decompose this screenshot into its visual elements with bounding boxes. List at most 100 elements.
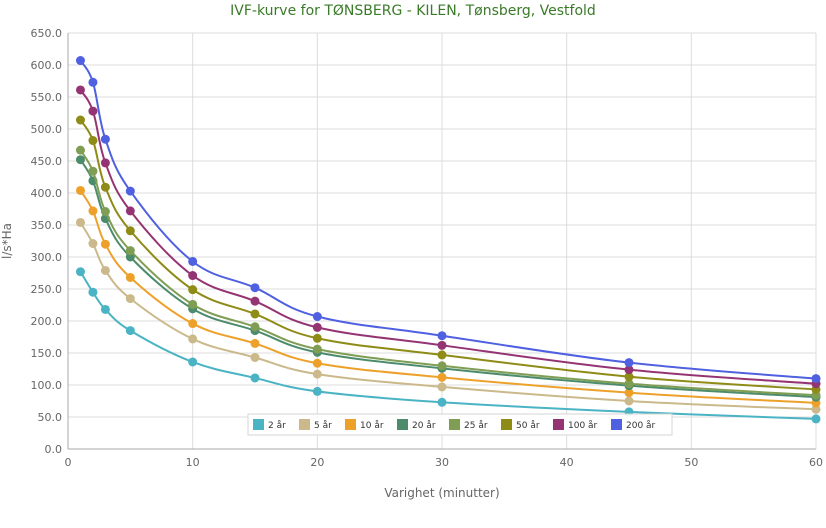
data-point[interactable] xyxy=(125,206,135,216)
data-point[interactable] xyxy=(100,239,110,249)
legend-swatch xyxy=(253,419,264,430)
data-point[interactable] xyxy=(437,340,447,350)
series-line xyxy=(79,119,817,391)
data-point[interactable] xyxy=(75,155,85,165)
legend-item[interactable]: 25 år xyxy=(449,419,488,431)
data-point[interactable] xyxy=(88,106,98,116)
data-point[interactable] xyxy=(125,252,135,262)
data-point[interactable] xyxy=(312,322,322,332)
data-point[interactable] xyxy=(75,56,85,66)
data-point[interactable] xyxy=(188,299,198,309)
data-point[interactable] xyxy=(88,166,98,176)
data-point[interactable] xyxy=(75,85,85,95)
series-7 xyxy=(75,56,821,384)
data-point[interactable] xyxy=(250,296,260,306)
legend-swatch xyxy=(501,419,512,430)
y-tick-label: 200.0 xyxy=(31,315,63,328)
data-point[interactable] xyxy=(125,226,135,236)
data-point[interactable] xyxy=(250,283,260,293)
data-point[interactable] xyxy=(811,404,821,414)
data-point[interactable] xyxy=(125,186,135,196)
data-point[interactable] xyxy=(437,361,447,371)
data-point[interactable] xyxy=(188,334,198,344)
data-point[interactable] xyxy=(312,312,322,322)
data-point[interactable] xyxy=(188,271,198,281)
data-point[interactable] xyxy=(811,374,821,384)
y-tick-label: 150.0 xyxy=(31,347,63,360)
data-point[interactable] xyxy=(188,319,198,329)
data-point[interactable] xyxy=(437,382,447,392)
legend-item[interactable]: 5 år xyxy=(299,419,332,431)
series-line xyxy=(79,221,817,411)
data-point[interactable] xyxy=(88,206,98,216)
data-point[interactable] xyxy=(437,372,447,382)
legend: 2 år 5 år 10 år 20 år 25 år 50 år 100 år 200 år xyxy=(247,413,673,436)
data-point[interactable] xyxy=(88,287,98,297)
data-point[interactable] xyxy=(437,397,447,407)
y-tick-label: 400.0 xyxy=(31,187,63,200)
data-point[interactable] xyxy=(250,322,260,332)
legend-item[interactable]: 100 år xyxy=(553,419,598,431)
data-point[interactable] xyxy=(125,326,135,336)
series-4 xyxy=(75,145,821,400)
data-point[interactable] xyxy=(437,350,447,360)
series-line xyxy=(79,89,817,385)
legend-item[interactable]: 200 år xyxy=(611,419,656,431)
data-point[interactable] xyxy=(75,115,85,125)
data-point[interactable] xyxy=(125,246,135,256)
data-point[interactable] xyxy=(188,256,198,266)
chart-title: IVF-kurve for TØNSBERG - KILEN, Tønsberg… xyxy=(230,3,596,19)
data-point[interactable] xyxy=(88,136,98,146)
y-tick-label: 350.0 xyxy=(31,219,63,232)
data-point[interactable] xyxy=(75,145,85,155)
data-point[interactable] xyxy=(624,372,634,382)
data-point[interactable] xyxy=(75,185,85,195)
y-axis-title: l/s*Ha xyxy=(0,223,14,259)
data-point[interactable] xyxy=(100,265,110,275)
data-point[interactable] xyxy=(250,309,260,319)
data-point[interactable] xyxy=(100,134,110,144)
data-point[interactable] xyxy=(624,358,634,368)
data-point[interactable] xyxy=(188,357,198,367)
x-axis-title: Varighet (minutter) xyxy=(384,486,499,500)
data-point[interactable] xyxy=(312,358,322,368)
data-point[interactable] xyxy=(312,344,322,354)
x-tick-label: 30 xyxy=(435,456,449,469)
data-point[interactable] xyxy=(100,304,110,314)
y-tick-label: 50.0 xyxy=(38,411,63,424)
y-tick-label: 550.0 xyxy=(31,91,63,104)
legend-item[interactable]: 10 år xyxy=(345,419,384,431)
data-point[interactable] xyxy=(312,386,322,396)
legend-item[interactable]: 50 år xyxy=(501,419,540,431)
data-point[interactable] xyxy=(437,331,447,341)
series-line xyxy=(79,189,817,404)
data-point[interactable] xyxy=(250,338,260,348)
legend-swatch xyxy=(449,419,460,430)
data-point[interactable] xyxy=(88,239,98,249)
data-point[interactable] xyxy=(811,414,821,424)
legend-item[interactable]: 20 år xyxy=(397,419,436,431)
x-tick-label: 10 xyxy=(186,456,200,469)
data-point[interactable] xyxy=(75,267,85,277)
data-point[interactable] xyxy=(312,369,322,379)
data-point[interactable] xyxy=(100,158,110,168)
data-point[interactable] xyxy=(100,207,110,217)
series-5 xyxy=(75,115,821,394)
data-point[interactable] xyxy=(624,365,634,375)
data-point[interactable] xyxy=(624,396,634,406)
y-tick-label: 600.0 xyxy=(31,59,63,72)
data-point[interactable] xyxy=(75,217,85,227)
data-point[interactable] xyxy=(125,272,135,282)
data-point[interactable] xyxy=(188,285,198,295)
legend-item[interactable]: 2 år xyxy=(253,419,286,431)
data-point[interactable] xyxy=(250,373,260,383)
data-point[interactable] xyxy=(250,352,260,362)
data-point[interactable] xyxy=(125,294,135,304)
data-point[interactable] xyxy=(624,379,634,389)
data-point[interactable] xyxy=(100,182,110,192)
data-point[interactable] xyxy=(88,77,98,87)
legend-swatch xyxy=(345,419,356,430)
data-point[interactable] xyxy=(624,388,634,398)
data-point[interactable] xyxy=(312,333,322,343)
